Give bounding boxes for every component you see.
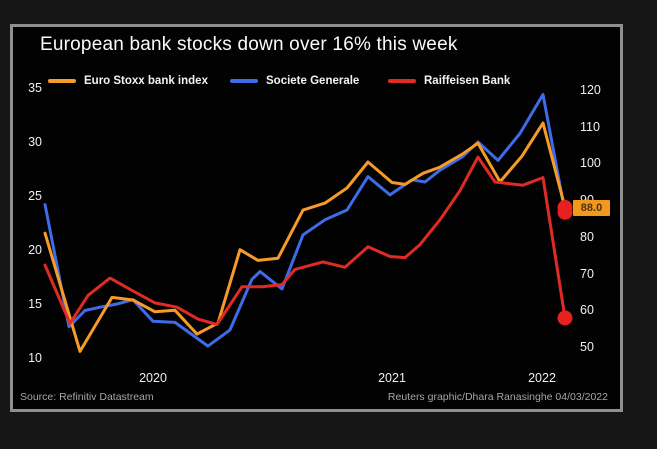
y-tick-right-120: 120 [580,83,601,97]
credit-note: Reuters graphic/Dhara Ranasinghe 04/03/2… [387,391,608,403]
x-tick-2021: 2021 [378,371,406,385]
y-tick-left-20: 20 [28,243,42,257]
legend-label-euro-stoxx: Euro Stoxx bank index [84,75,208,87]
y-tick-right-60: 60 [580,303,594,318]
legend-swatch-euro-stoxx [48,79,76,83]
page-title: European bank stocks down over 16% this … [40,34,458,55]
end-dot-euro-stoxx-bank-index [557,200,573,215]
legend-item-raiffeisen: Raiffeisen Bank [388,74,510,88]
legend-swatch-societe-generale [230,79,258,83]
source-note: Source: Refinitiv Datastream [20,391,154,403]
last-value-label: 88.0 [573,200,610,216]
y-tick-left-30: 30 [28,135,42,149]
legend-item-societe-generale: Societe Generale [230,74,359,88]
y-tick-left-35: 35 [28,81,42,95]
y-tick-left-10: 10 [28,351,42,365]
y-tick-right-70: 70 [580,266,594,281]
y-tick-right-100: 100 [580,156,601,171]
series-line-societe-generale [43,93,567,348]
x-tick-2022: 2022 [528,371,556,385]
legend-label-societe-generale: Societe Generale [266,75,360,87]
y-tick-right-50: 50 [580,340,594,354]
chart-card [10,24,623,412]
legend-label-raiffeisen: Raiffeisen Bank [424,75,511,87]
y-tick-left-15: 15 [28,297,42,311]
legend-swatch-raiffeisen [388,79,416,83]
end-dot-raiffeisen-bank [557,310,573,326]
y-tick-right-110: 110 [580,119,600,134]
y-tick-right-80: 80 [580,229,594,244]
x-tick-2020: 2020 [139,371,167,385]
series-line-euro-stoxx-bank-index [43,121,567,353]
series-line-raiffeisen-bank [43,155,567,326]
y-tick-left-25: 25 [28,189,42,203]
legend-item-euro-stoxx: Euro Stoxx bank index [48,74,208,88]
